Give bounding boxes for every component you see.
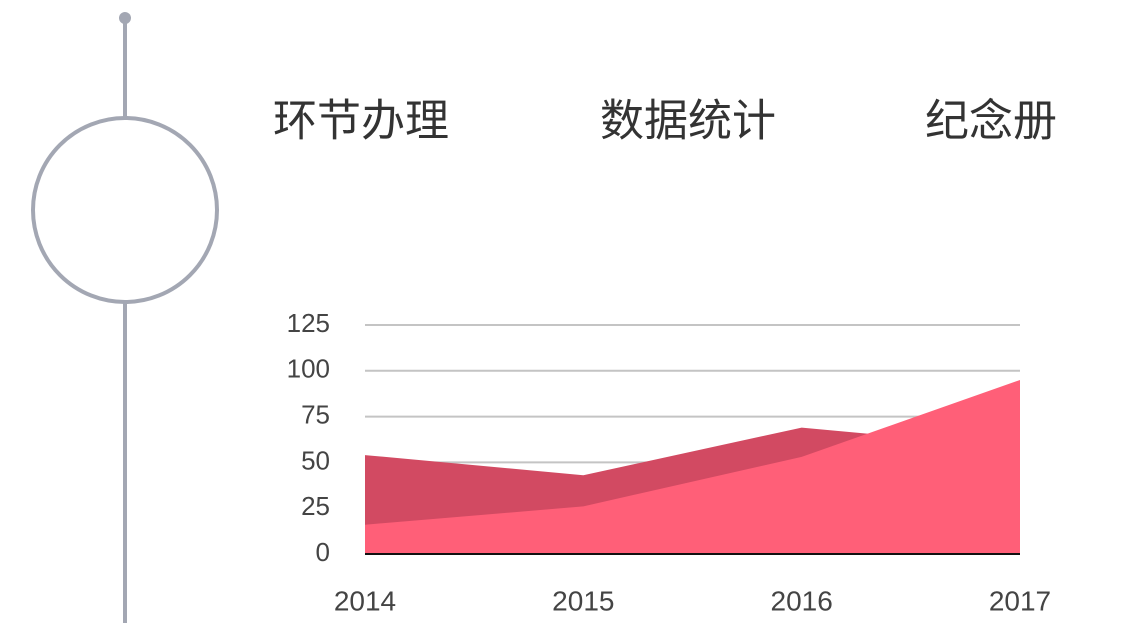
y-tick-label: 125 [287, 308, 330, 338]
timeline-circle [31, 116, 219, 304]
y-tick-label: 50 [301, 445, 330, 475]
x-tick-label: 2016 [771, 585, 833, 616]
x-tick-label: 2015 [552, 585, 614, 616]
area [365, 379, 1020, 554]
y-tick-label: 100 [287, 354, 330, 384]
tab: 纪念册 [925, 96, 1057, 147]
y-tick-label: 75 [301, 399, 330, 429]
x-tick-label: 2014 [334, 585, 396, 616]
tab: 数据统计 [600, 96, 776, 147]
y-tick-label: 25 [301, 491, 330, 521]
timeline-dot [119, 12, 131, 24]
y-tick-label: 0 [316, 537, 330, 567]
x-tick-label: 2017 [989, 585, 1051, 616]
tab: 环节办理 [273, 96, 449, 147]
